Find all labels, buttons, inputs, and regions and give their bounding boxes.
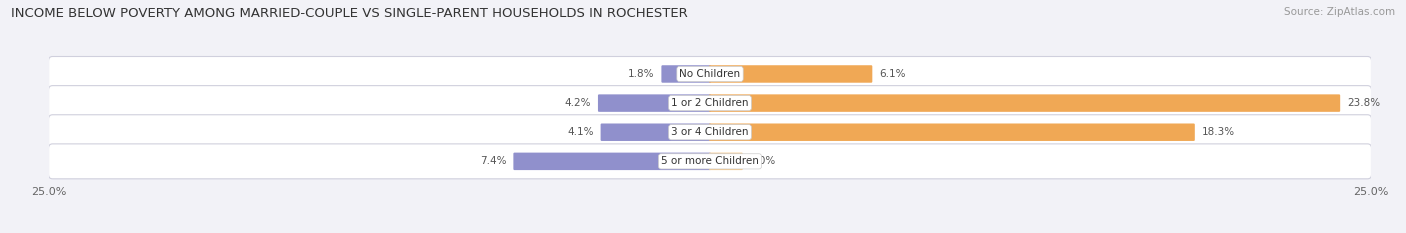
Text: 0.0%: 0.0% (749, 156, 776, 166)
FancyBboxPatch shape (49, 144, 1371, 179)
FancyBboxPatch shape (709, 123, 1195, 141)
Text: 18.3%: 18.3% (1202, 127, 1234, 137)
Text: 4.1%: 4.1% (567, 127, 593, 137)
Text: 23.8%: 23.8% (1347, 98, 1381, 108)
Text: 5 or more Children: 5 or more Children (661, 156, 759, 166)
Text: Source: ZipAtlas.com: Source: ZipAtlas.com (1284, 7, 1395, 17)
FancyBboxPatch shape (598, 94, 711, 112)
Text: 3 or 4 Children: 3 or 4 Children (671, 127, 749, 137)
FancyBboxPatch shape (49, 86, 1371, 121)
FancyBboxPatch shape (709, 94, 1340, 112)
FancyBboxPatch shape (661, 65, 711, 83)
Text: No Children: No Children (679, 69, 741, 79)
Text: 4.2%: 4.2% (565, 98, 591, 108)
Text: 6.1%: 6.1% (879, 69, 905, 79)
FancyBboxPatch shape (709, 65, 872, 83)
FancyBboxPatch shape (513, 153, 711, 170)
Text: 1.8%: 1.8% (628, 69, 655, 79)
FancyBboxPatch shape (600, 123, 711, 141)
FancyBboxPatch shape (709, 153, 742, 170)
FancyBboxPatch shape (49, 115, 1371, 150)
Text: 7.4%: 7.4% (479, 156, 506, 166)
Text: INCOME BELOW POVERTY AMONG MARRIED-COUPLE VS SINGLE-PARENT HOUSEHOLDS IN ROCHEST: INCOME BELOW POVERTY AMONG MARRIED-COUPL… (11, 7, 688, 20)
Text: 1 or 2 Children: 1 or 2 Children (671, 98, 749, 108)
FancyBboxPatch shape (49, 56, 1371, 92)
